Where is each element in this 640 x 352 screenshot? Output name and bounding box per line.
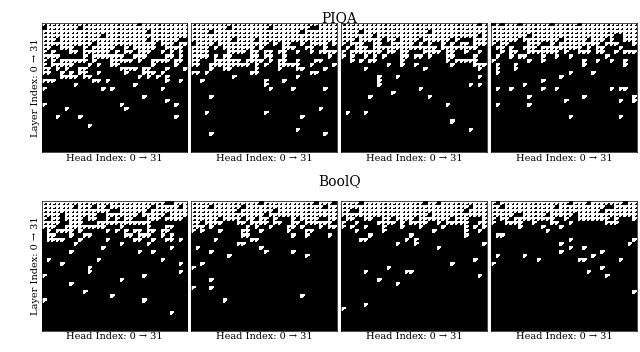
Y-axis label: Layer Index: 0 → 31: Layer Index: 0 → 31	[31, 38, 40, 137]
Text: PIQA: PIQA	[321, 11, 357, 25]
X-axis label: Head Index: 0 → 31: Head Index: 0 → 31	[66, 154, 163, 163]
X-axis label: Head Index: 0 → 31: Head Index: 0 → 31	[366, 154, 463, 163]
X-axis label: Head Index: 0 → 31: Head Index: 0 → 31	[516, 154, 612, 163]
Text: BoolQ: BoolQ	[318, 174, 360, 188]
X-axis label: Head Index: 0 → 31: Head Index: 0 → 31	[216, 332, 312, 341]
X-axis label: Head Index: 0 → 31: Head Index: 0 → 31	[66, 332, 163, 341]
X-axis label: Head Index: 0 → 31: Head Index: 0 → 31	[516, 332, 612, 341]
X-axis label: Head Index: 0 → 31: Head Index: 0 → 31	[366, 332, 463, 341]
Y-axis label: Layer Index: 0 → 31: Layer Index: 0 → 31	[31, 217, 40, 315]
X-axis label: Head Index: 0 → 31: Head Index: 0 → 31	[216, 154, 312, 163]
